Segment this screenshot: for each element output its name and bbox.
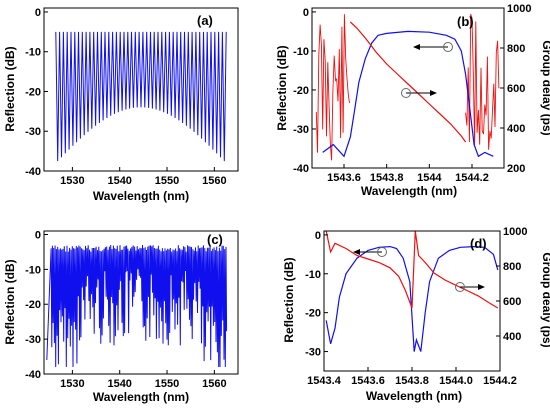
panel-d: 1543.4 1543.6 1543.8 1544.0 1544.2 0 -10 -20 -30…	[282, 226, 550, 403]
panel-b-ylabel: Reflection (dB)	[275, 45, 289, 130]
panel-a-label: (a)	[197, 13, 213, 28]
group-delay-line	[349, 21, 467, 143]
panel-c-label: (c)	[207, 232, 223, 247]
x-tick-label: 1543.8	[395, 375, 429, 387]
x-tick-label: 1543.4	[307, 375, 342, 387]
y-tick-label: -40	[25, 166, 41, 178]
panel-c-ticks: 1530 1540 1550 1560 0 -10 -20 -30 -40	[25, 229, 226, 390]
panel-d-label: (d)	[470, 236, 487, 251]
y-tick-label: -20	[305, 308, 321, 320]
panel-c-ylabel: Reflection (dB)	[3, 259, 17, 344]
y-right-tick-label: 200	[507, 163, 525, 175]
panel-c: 1530 1540 1550 1560 0 -10 -20 -30 -40 (c) Wavele…	[3, 229, 239, 404]
panel-d-red-marker	[455, 282, 485, 292]
comb-spectrum-line	[55, 31, 227, 162]
panel-c-xlabel: Wavelength (nm)	[93, 390, 189, 404]
y-tick-label: 0	[315, 230, 321, 242]
panel-d-ylabel-right: Group dealy (ps)	[540, 252, 550, 347]
panel-a-xlabel: Wavelength (nm)	[93, 189, 189, 203]
x-tick-label: 1544	[417, 172, 442, 184]
x-tick-label: 1530	[60, 175, 84, 187]
y-right-tick-label: 400	[507, 123, 525, 135]
panel-b: 1543.6 1543.8 1544 1544.2 0 -10 -20 -30 -40 200 40…	[275, 3, 550, 198]
y-tick-label: -30	[305, 347, 321, 359]
panel-b-label: (b)	[457, 14, 474, 29]
y-right-tick-label: 400	[503, 331, 521, 343]
x-tick-label: 1550	[155, 175, 179, 187]
x-tick-label: 1540	[107, 175, 131, 187]
panel-b-xlabel: Wavelength (nm)	[361, 184, 457, 198]
panel-a-ticks: 1530 1540 1550 1560 0 -10 -20 -30 -40	[25, 7, 226, 187]
x-tick-label: 1560	[202, 175, 226, 187]
panel-b-curves	[315, 13, 500, 161]
y-tick-label: 0	[303, 7, 309, 19]
y-tick-label: -20	[293, 85, 309, 97]
y-tick-label: 0	[35, 7, 41, 19]
group-delay-noise-line	[465, 13, 500, 150]
panel-d-blue-marker	[353, 247, 387, 257]
panel-c-curves	[46, 244, 228, 368]
y-tick-label: -20	[25, 86, 41, 98]
reflection-line	[322, 30, 494, 158]
y-tick-label: -30	[293, 124, 309, 136]
reflection-line	[325, 245, 499, 352]
y-tick-label: -40	[293, 163, 309, 175]
y-tick-label: -10	[305, 269, 321, 281]
y-right-tick-label: 1000	[507, 3, 531, 15]
group-delay-line	[325, 230, 499, 309]
y-tick-label: -10	[293, 46, 309, 58]
y-right-tick-label: 600	[507, 83, 525, 95]
panel-d-ylabel: Reflection (dB)	[282, 257, 296, 342]
x-tick-label: 1543.6	[351, 375, 385, 387]
y-right-tick-label: 600	[503, 296, 521, 308]
y-tick-label: -10	[25, 264, 41, 276]
y-tick-label: -40	[25, 369, 41, 381]
irregular-spectrum-line	[46, 244, 228, 368]
panel-a-curves	[55, 31, 227, 162]
y-tick-label: -20	[25, 299, 41, 311]
panel-a: 1530 1540 1550 1560 0 -10 -20 -30 -40 (a) Wavele…	[3, 7, 239, 203]
x-tick-label: 1544.2	[483, 375, 517, 387]
x-tick-label: 1540	[107, 378, 131, 390]
y-right-tick-label: 800	[503, 261, 521, 273]
y-right-tick-label: 800	[507, 43, 525, 55]
panel-b-ylabel-right: Group delay (ps)	[540, 40, 550, 135]
panel-d-xlabel: Wavelength (nm)	[366, 389, 462, 403]
y-tick-label: 0	[35, 229, 41, 241]
panel-a-ylabel: Reflection (dB)	[3, 46, 17, 131]
panel-b-blue-marker	[413, 42, 453, 52]
panel-b-red-marker	[401, 88, 437, 98]
y-tick-label: -30	[25, 126, 41, 138]
y-tick-label: -30	[25, 334, 41, 346]
x-tick-label: 1530	[60, 378, 84, 390]
panel-c-frame	[43, 230, 239, 375]
panel-b-ticks: 1543.6 1543.8 1544 1544.2 0 -10 -20 -30 -40 200 40…	[293, 3, 531, 184]
x-tick-label: 1544.2	[455, 172, 489, 184]
panel-d-ticks: 1543.4 1543.6 1543.8 1544.0 1544.2 0 -10 -20 -30…	[305, 226, 527, 387]
panel-d-curves	[325, 230, 499, 352]
x-tick-label: 1560	[202, 378, 226, 390]
x-tick-label: 1543.8	[370, 172, 404, 184]
group-delay-noise-line	[315, 14, 350, 161]
y-tick-label: -10	[25, 47, 41, 59]
x-tick-label: 1550	[155, 378, 179, 390]
panel-a-frame	[43, 7, 239, 172]
x-tick-label: 1543.6	[327, 172, 361, 184]
x-tick-label: 1544.0	[439, 375, 473, 387]
y-right-tick-label: 1000	[503, 226, 527, 238]
